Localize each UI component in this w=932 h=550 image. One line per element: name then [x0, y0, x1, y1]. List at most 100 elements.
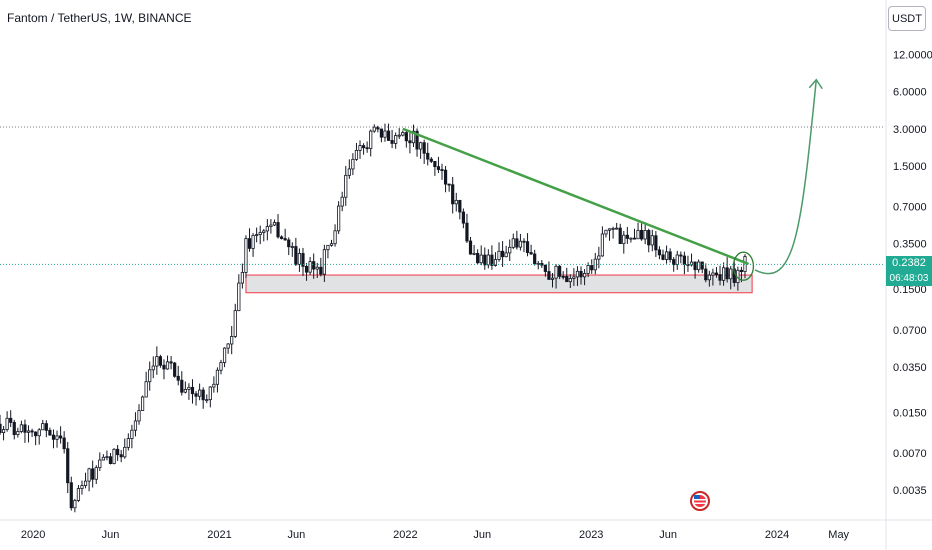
candle-body — [69, 482, 73, 509]
candle-body — [707, 274, 711, 281]
candle-body — [0, 423, 2, 434]
candle-body — [322, 249, 326, 275]
candle-body — [48, 429, 52, 436]
candle-body — [41, 423, 45, 431]
candle-body — [379, 128, 384, 138]
candle-body — [80, 485, 84, 489]
candle-body — [632, 237, 637, 240]
projection-arrow — [754, 79, 818, 275]
y-tick-label: 0.0070 — [893, 448, 927, 460]
price-axis[interactable]: 12.0000 6.0000 3.0000 1.5000 0.7000 0.3500 0.1… — [893, 50, 932, 498]
candle-body — [729, 268, 733, 280]
candle-body — [230, 336, 234, 345]
y-tick-label: 0.0700 — [893, 325, 927, 337]
y-tick-label: 12.0000 — [893, 50, 932, 62]
candle-body — [404, 132, 408, 142]
candle-body — [194, 393, 198, 397]
candle-body — [244, 238, 248, 273]
candle-body — [575, 270, 580, 278]
candle-body — [319, 266, 323, 275]
candle-body — [287, 239, 291, 248]
candle-body — [615, 227, 619, 230]
x-tick-label: Jun — [659, 529, 677, 541]
candle-body — [233, 310, 237, 337]
candle-body — [237, 282, 241, 312]
candle-body — [597, 255, 601, 260]
candle-body — [718, 274, 722, 281]
candle-body — [672, 259, 676, 266]
candle-body — [37, 429, 41, 437]
candle-body — [600, 233, 605, 257]
x-tick-label: Jun — [473, 529, 491, 541]
candle-body — [83, 480, 88, 486]
candle-body — [333, 230, 337, 245]
candle-body — [66, 448, 70, 484]
candle-body — [697, 261, 701, 271]
candle-body — [87, 468, 91, 482]
y-tick-label: 0.0150 — [893, 407, 927, 419]
candle-body — [390, 140, 394, 144]
candle-countdown: 06:48:03 — [886, 271, 932, 286]
candle-body — [148, 369, 152, 383]
x-tick-label: May — [828, 529, 849, 541]
candle-body — [675, 254, 679, 266]
candle-body — [486, 254, 490, 266]
candle-body — [504, 252, 508, 258]
candle-body — [262, 230, 266, 233]
candle-body — [429, 158, 433, 162]
candle-body — [636, 229, 640, 240]
candle-body — [561, 275, 565, 278]
candle-body — [276, 222, 280, 238]
candle-body — [386, 130, 391, 141]
candle-body — [664, 251, 669, 260]
candle-body — [55, 435, 59, 440]
candle-body — [1, 429, 6, 434]
candle-body — [721, 267, 726, 281]
candle-body — [547, 271, 551, 280]
currency-unit-button[interactable]: USDT — [888, 6, 926, 31]
candle-body — [543, 264, 547, 272]
candle-body — [308, 261, 312, 273]
candle-body — [468, 240, 473, 255]
candle-body — [144, 381, 148, 398]
candle-body — [739, 269, 744, 273]
candle-body — [176, 375, 180, 381]
y-tick-label: 0.1500 — [893, 284, 927, 296]
candle-body — [397, 134, 401, 137]
candle-body — [490, 254, 494, 266]
candle-body — [112, 448, 116, 464]
candle-body — [98, 459, 102, 469]
candle-body — [137, 410, 141, 422]
x-tick-label: 2022 — [393, 529, 417, 541]
x-tick-label: 2024 — [765, 529, 789, 541]
candle-body — [208, 386, 212, 401]
candle-body — [205, 399, 209, 402]
candle-body — [419, 142, 423, 150]
candle-body — [493, 259, 498, 266]
candle-body — [219, 362, 223, 371]
candle-body — [155, 356, 159, 367]
support-zone — [245, 274, 753, 294]
candle-body — [347, 168, 351, 176]
y-tick-label: 3.0000 — [893, 124, 927, 136]
candles — [0, 123, 747, 513]
candle-body — [643, 230, 647, 240]
candle-body — [700, 261, 704, 270]
candle-body — [714, 272, 719, 276]
candle-body — [426, 152, 430, 160]
candle-body — [294, 246, 298, 265]
time-axis[interactable]: 2020 Jun 2021 Jun 2022 Jun 2023 Jun 2024 May — [21, 529, 850, 541]
candle-body — [582, 272, 587, 278]
candle-body — [162, 364, 166, 370]
candle-body — [212, 383, 216, 388]
candle-body — [408, 140, 412, 144]
candle-body — [611, 227, 615, 230]
candle-body — [215, 369, 220, 385]
candle-body — [51, 434, 56, 440]
candle-body — [23, 424, 27, 433]
chart-title: Fantom / TetherUS, 1W, BINANCE — [7, 11, 192, 25]
candle-body — [340, 196, 344, 207]
candle-body — [650, 235, 654, 246]
candle-body — [565, 275, 569, 283]
